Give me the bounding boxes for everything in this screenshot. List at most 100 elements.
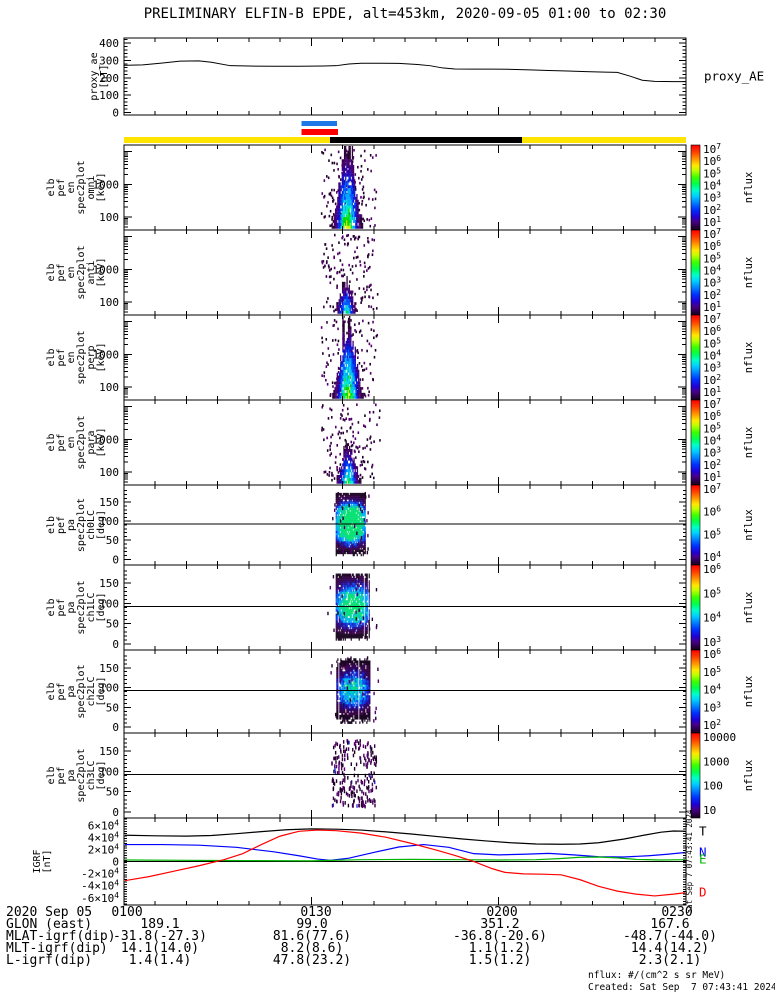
y-axis-label-line: spec2plot xyxy=(76,498,87,552)
ephemeris-value-glon: 167.6 xyxy=(650,917,690,932)
panel-frame xyxy=(123,564,687,651)
y-tick-label: 50 xyxy=(106,701,119,714)
y-tick-label: 1000 xyxy=(93,348,120,361)
colorbar-title: nflux xyxy=(743,172,755,204)
nflux-units-note: nflux: #/(cm^2 s sr MeV) xyxy=(588,970,726,981)
y-tick-label: 2×104 xyxy=(88,842,120,856)
y-tick-label: 1000 xyxy=(93,263,120,276)
y-tick-label: 0 xyxy=(112,806,119,819)
spectrogram-omni xyxy=(320,146,378,229)
proxy-ae-line xyxy=(123,60,686,83)
spectrogram-ch3 xyxy=(331,738,378,809)
colorbar-tick-label: 102 xyxy=(703,203,721,217)
spectrogram-ch0 xyxy=(332,491,370,557)
y-axis-label-line: para xyxy=(86,430,97,454)
panel-frame xyxy=(123,314,687,401)
y-axis-label-line: en xyxy=(66,351,77,363)
y-tick-label: 4×104 xyxy=(88,830,120,844)
colorbar-tick-label: 102 xyxy=(703,373,721,387)
epd-red-bar xyxy=(301,129,339,135)
panel-proxy: 0 100 200 300 400 proxy_ae [nT] proxy_AE xyxy=(89,37,764,119)
panel-frame-proxy xyxy=(123,37,687,116)
survey-mode-bar xyxy=(521,137,686,143)
y-axis-label-line: elb xyxy=(46,348,57,366)
y-axis-label-line: pa xyxy=(66,685,77,697)
colorbar-tick-label: 102 xyxy=(703,458,721,472)
colorbar-tick-label: 103 xyxy=(703,635,721,649)
colorbar-title: nflux xyxy=(743,592,755,624)
y-axis-label-line: spec2plot xyxy=(76,664,87,718)
y-tick-label: 50 xyxy=(106,786,119,799)
y-axis-label-line: ch3LC xyxy=(86,760,97,790)
y-axis-label-line: [keV] xyxy=(96,172,107,202)
y-axis-label-line: [keV] xyxy=(96,342,107,372)
proxy-ae-right-label: proxy_AE xyxy=(704,69,764,84)
plot-title: PRELIMINARY ELFIN-B EPDE, alt=453km, 202… xyxy=(143,6,667,22)
y-tick-label: 6×104 xyxy=(88,818,120,832)
colorbar-tick-label: 106 xyxy=(703,154,721,168)
y-axis-label-line: en xyxy=(66,181,77,193)
y-axis-label-line: pef xyxy=(56,516,67,534)
epd-blue-bar xyxy=(301,121,337,126)
y-tick-label: -4×104 xyxy=(81,879,119,893)
time-ticks xyxy=(123,38,687,115)
ephemeris-value-l: 47.8(23.2) xyxy=(272,953,352,968)
y-tick-label: 200 xyxy=(99,72,119,85)
y-tick-label: 150 xyxy=(99,745,119,758)
y-axis-label-line: anti xyxy=(86,260,97,284)
time-ticks xyxy=(123,230,687,315)
colorbar-tick-label: 105 xyxy=(703,421,721,435)
colorbar-tick-label: 105 xyxy=(703,336,721,350)
time-tick-label: 0130 xyxy=(300,905,332,920)
time-ticks xyxy=(123,145,687,230)
y-axis-label-line: pa xyxy=(66,601,77,613)
panel-ch3: 0 50 100 150 elb pef pa spec2plot ch3LC [deg] 1000… xyxy=(46,731,755,819)
colorbar xyxy=(690,564,701,651)
spectrogram-ch2 xyxy=(330,656,380,724)
colorbar-tick-label: 106 xyxy=(703,324,721,338)
time-ticks xyxy=(123,400,687,485)
created-timestamp: Created: Sat Sep 7 07:43:41 2024 xyxy=(588,982,775,993)
colorbar-tick-label: 106 xyxy=(703,409,721,423)
ephemeris-value-glon: 189.1 xyxy=(140,917,180,932)
y-tick-label: 0 xyxy=(112,106,119,119)
ephemeris-value-l: 1.4(1.4) xyxy=(128,953,192,968)
time-ticks xyxy=(123,733,687,818)
colorbar-tick-label: 102 xyxy=(703,288,721,302)
colorbar-tick-label: 105 xyxy=(703,586,721,600)
y-axis-label-line: pa xyxy=(66,769,77,781)
time-tick-label: 0230 xyxy=(661,905,693,920)
time-tick-label: 0100 xyxy=(111,905,143,920)
colorbar-tick-label: 103 xyxy=(703,361,721,375)
colorbar-tick-label: 105 xyxy=(703,665,721,679)
y-axis-label-line: elb xyxy=(46,682,57,700)
y-axis-label-line: elb xyxy=(46,766,57,784)
ephemeris-value-mlat: -31.8(-27.3) xyxy=(113,929,207,944)
created-side-note: Sat Sep 7 07:43:41 2024 xyxy=(685,809,694,913)
ephemeris-value-mlat: -48.7(-44.0) xyxy=(623,929,717,944)
ephemeris-value-mlat: 81.6(77.6) xyxy=(272,929,352,944)
igrf-line-N xyxy=(125,843,685,861)
colorbar-tick-label: 106 xyxy=(703,239,721,253)
colorbar-tick-label: 101 xyxy=(703,470,721,484)
igrf-line-E xyxy=(125,856,685,862)
y-tick-label: 150 xyxy=(99,577,119,590)
time-ticks xyxy=(123,565,687,650)
y-axis-label-line: pef xyxy=(56,682,67,700)
colorbar-tick-label: 100 xyxy=(703,780,723,793)
colorbar-tick-label: 104 xyxy=(703,611,721,625)
ephemeris-row-label-mlat: MLAT-igrf(dip) xyxy=(6,929,116,944)
spectrogram-para xyxy=(321,403,381,484)
y-axis-label-line: elb xyxy=(46,516,57,534)
y-axis-label-line: [deg] xyxy=(96,676,107,706)
colorbar-tick-label: 104 xyxy=(703,179,721,193)
y-axis-label-line: perp xyxy=(86,345,97,369)
y-axis-label-line: ch1LC xyxy=(86,592,97,622)
time-ticks xyxy=(123,650,687,733)
colorbar-tick-label: 103 xyxy=(703,276,721,290)
y-axis-label-line: spec2plot xyxy=(76,245,87,299)
y-axis-label-line: [nT] xyxy=(99,64,110,88)
